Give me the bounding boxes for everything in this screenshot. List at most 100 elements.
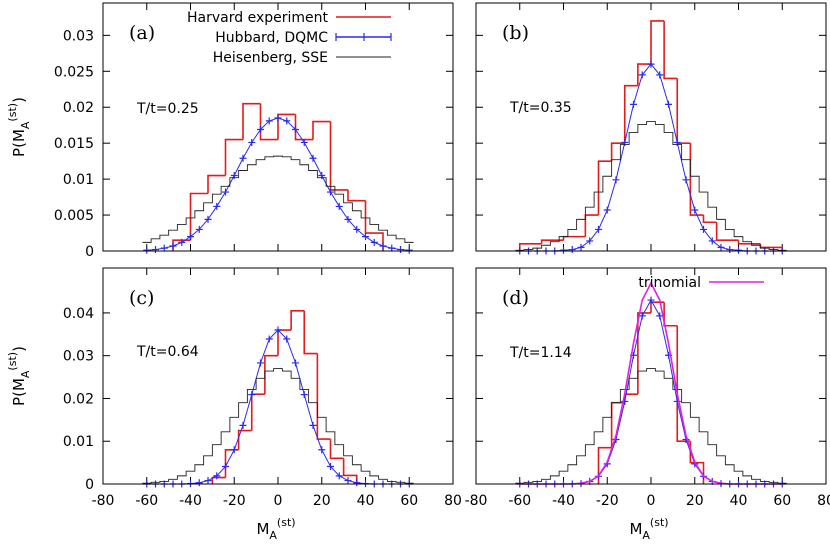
y-tick-label: 0.01: [63, 434, 94, 450]
marker: [656, 312, 664, 320]
marker: [568, 246, 576, 254]
marker: [595, 225, 602, 233]
histogram-bin: [224, 138, 243, 176]
marker: [405, 246, 413, 254]
histogram-bin: [329, 121, 348, 191]
x-axis-label-part: A: [642, 529, 650, 542]
histogram-bin: [637, 63, 651, 86]
histogram-bin: [277, 113, 296, 140]
marker: [682, 176, 690, 184]
y-axis-label: P(MA(st)): [6, 97, 32, 157]
marker: [152, 246, 159, 254]
marker: [187, 233, 194, 241]
marker: [292, 359, 299, 367]
marker: [344, 477, 352, 485]
histogram-bin: [259, 103, 278, 141]
marker: [344, 215, 352, 223]
x-axis-label-part: (st): [277, 516, 296, 529]
panel-label: (d): [502, 287, 529, 309]
y-tick-label: 0.025: [54, 64, 94, 80]
steps-line: [142, 155, 414, 243]
marker: [274, 114, 282, 122]
y-axis-label-part: (st): [6, 352, 19, 371]
histogram-bin: [303, 310, 318, 355]
marker: [691, 206, 699, 214]
y-tick-label: 0.04: [63, 306, 94, 322]
marker: [283, 335, 291, 343]
y-tick-label: 0.015: [54, 136, 94, 152]
marker: [665, 100, 672, 108]
y-tick-label: 0: [85, 244, 94, 260]
steps-line: [142, 368, 414, 484]
marker: [257, 359, 264, 367]
x-tick-label: 0: [647, 493, 656, 509]
x-tick-label: -80: [465, 493, 488, 509]
x-axis-label-part: (st): [650, 516, 669, 529]
x-tick-label: 80: [444, 493, 462, 509]
histogram-bin: [189, 192, 208, 241]
y-axis-label-part: A: [19, 370, 32, 378]
histogram-bin: [264, 354, 278, 395]
marker: [160, 244, 168, 252]
points-line: [519, 299, 783, 485]
x-tick-label: 40: [730, 493, 748, 509]
marker: [204, 215, 212, 223]
marker: [560, 246, 567, 254]
histogram-bin: [250, 393, 265, 431]
histogram-bin: [237, 429, 252, 450]
marker: [178, 238, 186, 246]
histogram-bin: [329, 439, 344, 460]
histogram-bin: [623, 84, 638, 144]
x-tick-label: -20: [596, 493, 619, 509]
marker: [239, 421, 247, 429]
histogram-bin: [316, 353, 331, 440]
histogram-bin: [689, 143, 704, 216]
x-tick-label: -60: [508, 493, 531, 509]
legend-label: Hubbard, DQMC: [215, 30, 328, 46]
histogram-bin: [312, 120, 331, 140]
x-tick-label: -40: [179, 493, 202, 509]
marker: [169, 242, 177, 250]
marker: [335, 202, 343, 210]
y-tick-label: 0.01: [63, 172, 94, 188]
legend-label: Heisenberg, SSE: [213, 50, 328, 66]
x-tick-label: -60: [135, 493, 158, 509]
histogram-bin: [597, 446, 612, 484]
marker: [239, 154, 247, 162]
y-axis-label-part: P(M: [10, 129, 28, 157]
marker: [577, 243, 585, 251]
marker: [204, 477, 212, 485]
marker: [353, 479, 361, 487]
marker: [143, 246, 151, 254]
histogram-bin: [650, 20, 665, 65]
x-tick-label: 60: [773, 493, 791, 509]
marker: [222, 188, 229, 196]
histogram-bin: [715, 222, 739, 242]
points-line: [519, 63, 783, 252]
steps-line: [515, 368, 787, 484]
panel: -80 -60 -40 -20 0 20 40 60 80 (d) T/t=1.14 MA(st) tr…: [465, 267, 830, 542]
histogram-bin: [663, 302, 678, 327]
x-tick-label: 60: [400, 493, 418, 509]
marker: [265, 117, 273, 125]
panel: 0 0.01 0.02 0.03 0.04 -80 -60 -40 -20 0 20 40 60 80 (c…: [6, 267, 462, 542]
histogram-bin: [540, 239, 564, 244]
marker: [379, 242, 387, 250]
marker: [300, 391, 308, 399]
marker: [213, 472, 221, 480]
marker: [335, 472, 343, 480]
plot-frame: [475, 267, 827, 485]
marker: [300, 138, 308, 146]
y-tick-label: 0: [85, 477, 94, 493]
marker: [700, 225, 707, 233]
y-tick-label: 0.03: [63, 28, 94, 44]
histogram-bin: [737, 240, 761, 245]
x-tick-label: 80: [817, 493, 830, 509]
marker: [717, 243, 725, 251]
marker: [656, 71, 664, 79]
marker: [638, 71, 646, 79]
marker: [397, 246, 404, 254]
plot-frame: [475, 2, 827, 252]
panel: (b) T/t=0.35: [475, 2, 827, 255]
